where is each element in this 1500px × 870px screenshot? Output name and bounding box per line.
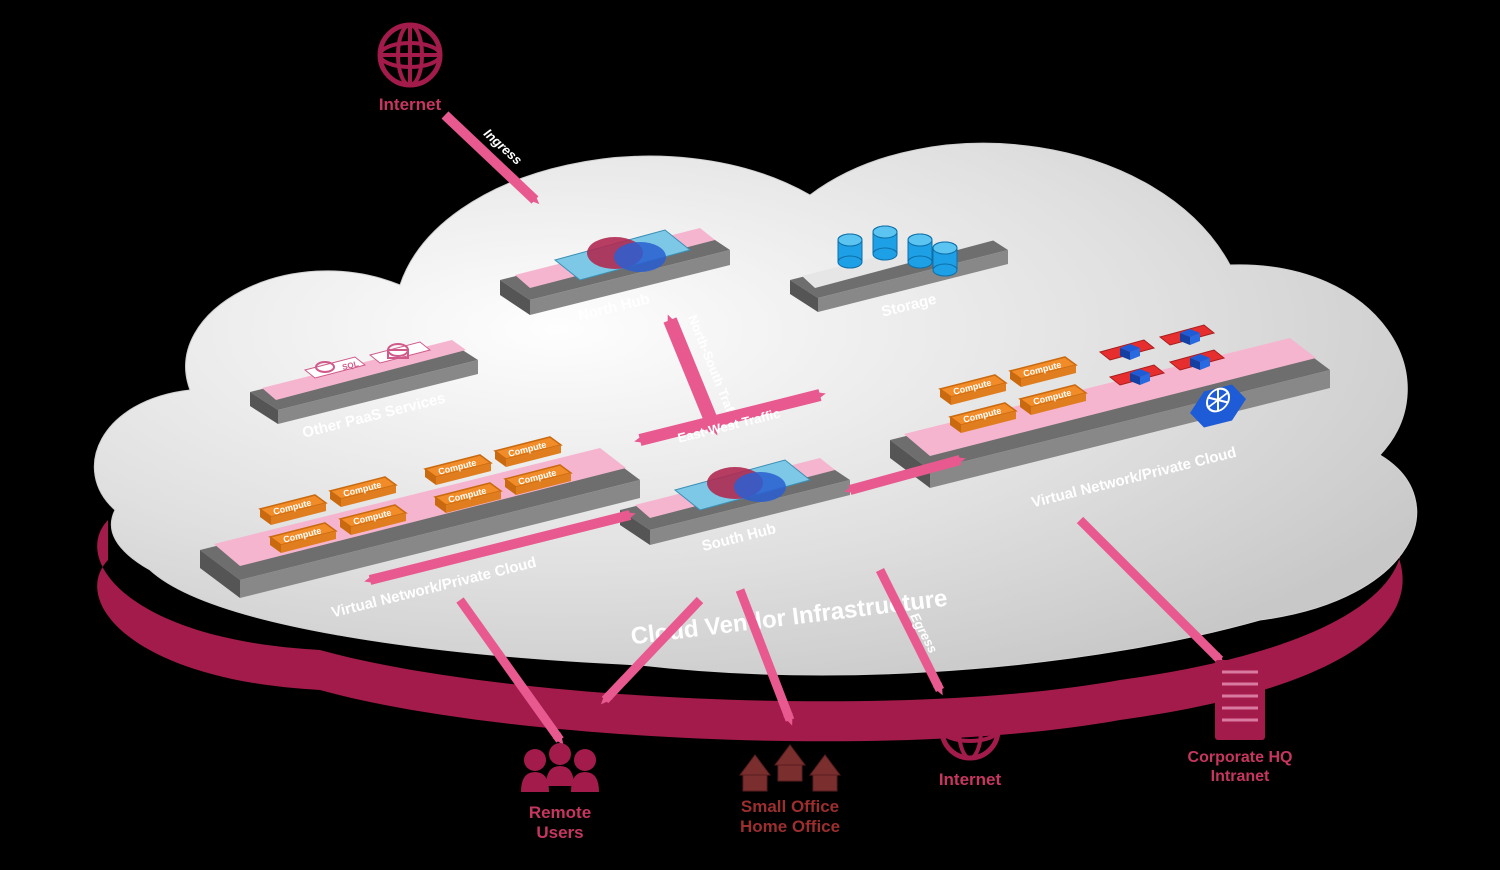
remote-users-label-1: Remote	[529, 803, 591, 822]
internet-top-label: Internet	[379, 95, 442, 114]
soho: Small Office Home Office	[740, 745, 840, 836]
corp-hq-label-1: Corporate HQ	[1188, 749, 1293, 766]
internet-top: Internet	[379, 25, 442, 114]
internet-bottom-label: Internet	[939, 770, 1002, 789]
soho-label-1: Small Office	[741, 797, 839, 816]
soho-label-2: Home Office	[740, 817, 840, 836]
remote-users: Remote Users	[521, 743, 599, 842]
remote-users-label-2: Users	[536, 823, 583, 842]
corp-hq-label-2: Intranet	[1211, 768, 1270, 785]
